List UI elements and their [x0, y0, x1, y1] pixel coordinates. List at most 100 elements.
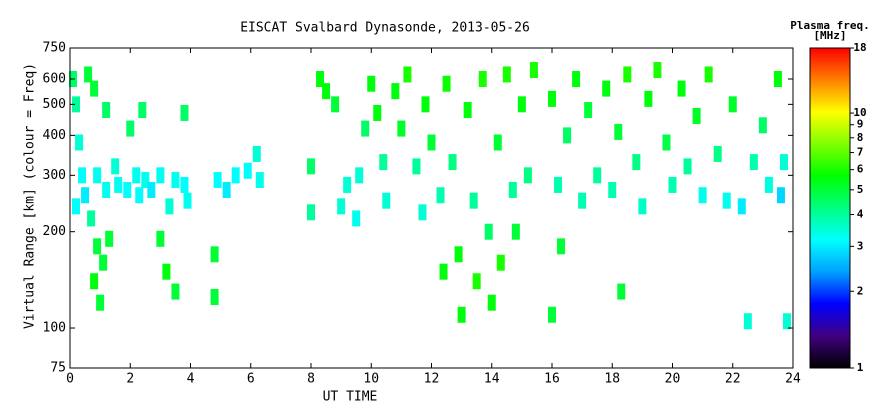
x-tick-label: 24	[785, 372, 801, 387]
echo-point	[623, 66, 632, 83]
echo-point	[81, 187, 90, 204]
echo-point	[84, 66, 93, 83]
echo-point	[662, 134, 671, 151]
y-tick-label: 300	[43, 168, 66, 183]
echo-point	[439, 263, 448, 280]
x-tick-label: 0	[66, 372, 74, 387]
colorbar-tick-label: 4	[857, 208, 864, 221]
echo-point	[322, 83, 331, 100]
echo-point	[126, 120, 135, 137]
echo-point	[442, 75, 451, 92]
echo-point	[337, 198, 346, 215]
y-tick-label: 100	[43, 321, 66, 336]
echo-point	[403, 66, 412, 83]
echo-point	[764, 176, 773, 193]
x-tick-label: 12	[424, 372, 440, 387]
echo-point	[367, 75, 376, 92]
echo-point	[517, 96, 526, 113]
colorbar-tick-label: 6	[857, 163, 864, 176]
echo-point	[379, 154, 388, 171]
echo-point	[352, 210, 361, 227]
echo-point	[602, 80, 611, 97]
echo-point	[156, 167, 165, 184]
colorbar-tick-label: 1	[857, 361, 864, 374]
echo-point	[704, 66, 713, 83]
echo-point	[554, 176, 563, 193]
echo-point	[548, 306, 556, 323]
echo-point	[90, 80, 99, 97]
echo-point	[243, 162, 252, 179]
echo-point	[255, 172, 264, 189]
echo-point	[72, 96, 81, 113]
colorbar-tick-label: 18	[853, 41, 866, 54]
echo-point	[171, 283, 180, 300]
y-tick-label: 200	[43, 224, 66, 239]
echo-point	[698, 187, 707, 204]
echo-point	[397, 120, 406, 137]
y-tick-label: 75	[50, 361, 66, 376]
echo-point	[147, 181, 156, 198]
echo-point	[638, 198, 647, 215]
x-tick-label: 14	[484, 372, 500, 387]
echo-point	[502, 66, 511, 83]
echo-point	[382, 192, 391, 209]
echo-point	[331, 96, 340, 113]
echo-point	[427, 134, 436, 151]
echo-point	[102, 181, 111, 198]
echo-point	[593, 167, 602, 184]
colorbar	[809, 47, 851, 369]
colorbar-tick-label: 5	[857, 183, 864, 196]
x-tick-label: 16	[544, 372, 560, 387]
echo-point	[132, 167, 141, 184]
x-tick-label: 18	[604, 372, 620, 387]
echo-point	[457, 306, 466, 323]
x-tick-label: 4	[187, 372, 195, 387]
echo-point	[758, 117, 767, 134]
echo-point	[114, 176, 123, 193]
echo-point	[677, 80, 686, 97]
echo-point	[102, 102, 111, 119]
echo-point	[436, 187, 445, 204]
echo-point	[72, 198, 81, 215]
echo-point	[210, 246, 219, 263]
echo-point	[563, 127, 572, 144]
echo-point	[578, 192, 587, 209]
echo-point	[511, 223, 520, 240]
chart-title: EISCAT Svalbard Dynasonde, 2013-05-26	[240, 21, 530, 36]
echo-point	[529, 62, 538, 79]
echo-point	[713, 145, 722, 162]
y-tick-label: 750	[43, 41, 66, 56]
echo-point	[448, 154, 457, 171]
echo-point	[355, 167, 364, 184]
echo-point	[75, 134, 84, 151]
x-tick-label: 22	[725, 372, 741, 387]
echo-point	[99, 254, 108, 271]
colorbar-tick-label: 3	[857, 239, 864, 252]
y-tick-label: 500	[43, 97, 66, 112]
echo-point	[454, 246, 463, 263]
echo-point	[523, 167, 532, 184]
echo-point	[171, 172, 180, 189]
y-axis-label: Virtual Range [km] (colour = Freq)	[23, 63, 38, 329]
echo-point	[123, 181, 132, 198]
echo-point	[138, 102, 147, 119]
y-tick-label: 400	[43, 128, 66, 143]
colorbar-tick-label: 8	[857, 131, 864, 144]
echo-point	[307, 158, 315, 175]
echo-point	[373, 104, 382, 121]
echo-point	[469, 192, 478, 209]
echo-point	[508, 181, 517, 198]
echo-point	[614, 123, 623, 140]
echo-point	[156, 230, 165, 247]
echo-point	[307, 204, 315, 221]
echo-point	[493, 134, 502, 151]
echo-point	[548, 90, 556, 107]
echo-point	[252, 145, 261, 162]
y-tick-label: 600	[43, 72, 66, 87]
echo-point	[683, 158, 692, 175]
x-tick-label: 6	[247, 372, 255, 387]
echo-point	[343, 176, 352, 193]
echo-point	[165, 198, 174, 215]
echo-point	[316, 71, 325, 88]
